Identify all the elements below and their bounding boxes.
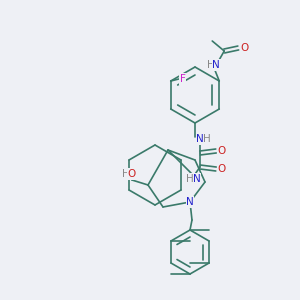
Text: N: N (186, 197, 194, 207)
Text: H: H (207, 60, 215, 70)
Text: N: N (196, 134, 204, 144)
Text: O: O (218, 146, 226, 156)
Text: F: F (180, 74, 186, 84)
Text: O: O (240, 43, 248, 53)
Text: N: N (193, 174, 201, 184)
Text: H: H (186, 174, 194, 184)
Text: O: O (128, 169, 136, 179)
Text: H: H (203, 134, 211, 144)
Text: H: H (122, 169, 130, 179)
Text: O: O (218, 164, 226, 174)
Text: N: N (212, 60, 220, 70)
